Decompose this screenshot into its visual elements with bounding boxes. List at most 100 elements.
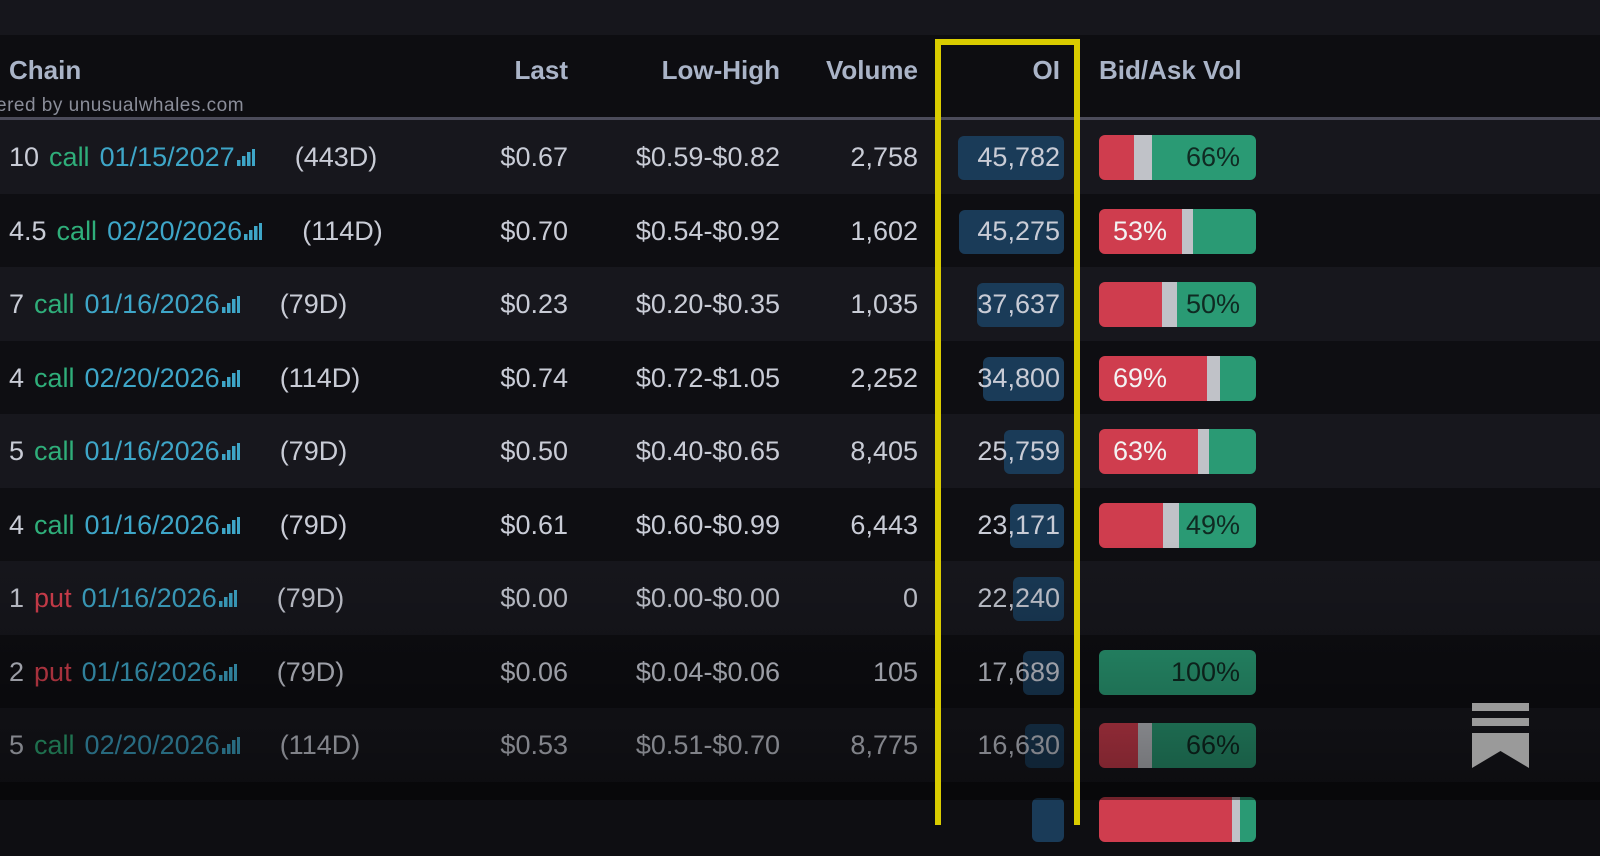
bid-ask-percent: 50%: [1185, 289, 1240, 319]
strike: 4: [9, 362, 25, 393]
expiry-date-link[interactable]: 01/15/2027: [99, 142, 235, 172]
ask-segment: [1152, 135, 1256, 180]
low-high-range: $0.54-$0.92: [635, 215, 780, 246]
option-type: call: [34, 362, 75, 393]
table-row[interactable]: 5 call 02/20/2026 (114D) $0.53 $0.51-$0.70 …: [0, 708, 1600, 782]
chain-cell: 7 call 01/16/2026 (79D): [9, 267, 357, 341]
column-header-low-high[interactable]: Low-High: [661, 55, 780, 85]
ask-segment: [1179, 502, 1256, 548]
oi-bar: [1025, 724, 1064, 768]
bar-chart-icon[interactable]: [221, 369, 240, 387]
chain-cell: 5 call 02/20/2026 (114D): [9, 708, 370, 782]
bid-ask-volume-bar: 69%: [1099, 355, 1256, 401]
open-interest: 37,637: [977, 289, 1060, 319]
chain-cell: 1 put 01/16/2026 (79D): [9, 561, 354, 635]
bar-chart-icon[interactable]: [221, 443, 240, 460]
expiry-date-link[interactable]: 02/20/2026: [107, 215, 243, 246]
volume: 2,252: [850, 362, 918, 393]
volume: 105: [872, 656, 918, 687]
strike: 5: [9, 436, 25, 466]
bar-chart-icon[interactable]: [236, 149, 255, 166]
chain-cell: 4 call 02/20/2026 (114D): [9, 341, 370, 415]
bid-ask-volume-bar: 50%: [1099, 282, 1256, 327]
bookmark-icon[interactable]: [1472, 703, 1529, 768]
column-header-oi[interactable]: OI: [1032, 55, 1060, 85]
ask-segment: [1099, 649, 1256, 695]
table-row[interactable]: 4 call 01/16/2026 (79D) $0.61 $0.60-$0.99 6…: [0, 487, 1600, 562]
bar-chart-icon[interactable]: [218, 590, 237, 607]
column-header-chain[interactable]: Chain: [9, 55, 82, 85]
column-header-last[interactable]: Last: [514, 55, 568, 85]
strike: 5: [9, 730, 25, 760]
expiry-date-link[interactable]: 02/20/2026: [84, 730, 220, 760]
oi-bar: [1023, 650, 1064, 695]
bar-chart-icon[interactable]: [221, 516, 240, 534]
days-to-expiry: (79D): [279, 289, 348, 319]
chain-cell: 4 call 01/16/2026 (79D): [9, 488, 357, 562]
table-row[interactable]: 4.5 call 02/20/2026 (114D) $0.70 $0.54-$0.9…: [0, 193, 1600, 268]
expiry-date-link[interactable]: 01/16/2026: [81, 583, 217, 613]
ask-segment: [1177, 282, 1256, 327]
last-price: $0.61: [500, 509, 568, 540]
table-row[interactable]: 10 call 01/15/2027 (443D) $0.67 $0.59-$0.82…: [0, 120, 1600, 194]
option-type: call: [34, 436, 75, 466]
expiry-date-link[interactable]: 01/16/2026: [84, 289, 220, 319]
volume: 2,758: [850, 142, 918, 172]
bid-ask-volume-bar: 63%: [1099, 429, 1256, 474]
table-row[interactable]: [0, 781, 1600, 856]
table-row[interactable]: 5 call 01/16/2026 (79D) $0.50 $0.40-$0.65 8…: [0, 414, 1600, 488]
bid-ask-volume-bar: 53%: [1099, 208, 1256, 254]
last-price: $0.74: [500, 362, 568, 393]
mid-segment: [1182, 208, 1194, 254]
last-price: $0.53: [500, 730, 568, 760]
low-high-range: $0.04-$0.06: [635, 656, 780, 687]
bid-ask-volume-bar: 100%: [1099, 649, 1256, 695]
ask-segment: [1152, 723, 1256, 768]
expiry-date-link[interactable]: 02/20/2026: [84, 362, 220, 393]
oi-bar: [1004, 430, 1064, 474]
bar-chart-icon[interactable]: [244, 222, 263, 240]
bid-ask-volume-bar: 49%: [1099, 502, 1256, 548]
bar-chart-icon[interactable]: [218, 663, 237, 681]
days-to-expiry: (114D): [302, 215, 383, 246]
bid-segment: [1099, 502, 1164, 548]
bid-segment: [1099, 208, 1183, 254]
table-row[interactable]: 1 put 01/16/2026 (79D) $0.00 $0.00-$0.00 0 2…: [0, 561, 1600, 635]
ask-segment: [1208, 429, 1256, 474]
bar-chart-icon[interactable]: [221, 737, 240, 754]
strike: 4: [9, 509, 25, 540]
table-row[interactable]: 7 call 01/16/2026 (79D) $0.23 $0.20-$0.35 1…: [0, 267, 1600, 341]
oi-bar: [1013, 577, 1064, 621]
chain-cell: 10 call 01/15/2027 (443D): [9, 120, 387, 194]
open-interest: 25,759: [977, 436, 1060, 466]
last-price: $0.50: [500, 436, 568, 466]
column-header-volume[interactable]: Volume: [826, 55, 918, 85]
expiry-date-link[interactable]: 01/16/2026: [81, 656, 217, 687]
expiry-date-link[interactable]: 01/16/2026: [84, 509, 220, 540]
bid-segment: [1099, 429, 1198, 474]
bid-ask-volume-bar: [1099, 796, 1256, 842]
low-high-range: $0.72-$1.05: [635, 362, 780, 393]
bid-ask-percent: 49%: [1185, 509, 1240, 540]
ask-segment: [1219, 355, 1256, 401]
bid-ask-volume-bar: 66%: [1099, 135, 1256, 180]
volume: 0: [902, 583, 918, 613]
mid-segment: [1197, 429, 1209, 474]
oi-bar: [983, 356, 1064, 401]
chain-cell: 5 call 01/16/2026 (79D): [9, 414, 357, 488]
bid-ask-percent: 69%: [1113, 362, 1168, 393]
column-header-bid-ask-vol[interactable]: Bid/Ask Vol: [1099, 55, 1242, 85]
expiry-date-link[interactable]: 01/16/2026: [84, 436, 220, 466]
table-row[interactable]: 2 put 01/16/2026 (79D) $0.06 $0.04-$0.06 10…: [0, 634, 1600, 709]
bar-chart-icon[interactable]: [221, 296, 240, 313]
bid-segment: [1099, 355, 1208, 401]
strike: 2: [9, 656, 25, 687]
table-row[interactable]: 4 call 02/20/2026 (114D) $0.74 $0.72-$1.05 …: [0, 340, 1600, 415]
volume: 1,602: [850, 215, 918, 246]
mid-segment: [1133, 135, 1153, 180]
option-type: call: [34, 730, 75, 760]
ask-segment: [1240, 796, 1256, 842]
mid-segment: [1207, 355, 1220, 401]
bid-segment: [1099, 723, 1139, 768]
last-price: $0.06: [500, 656, 568, 687]
